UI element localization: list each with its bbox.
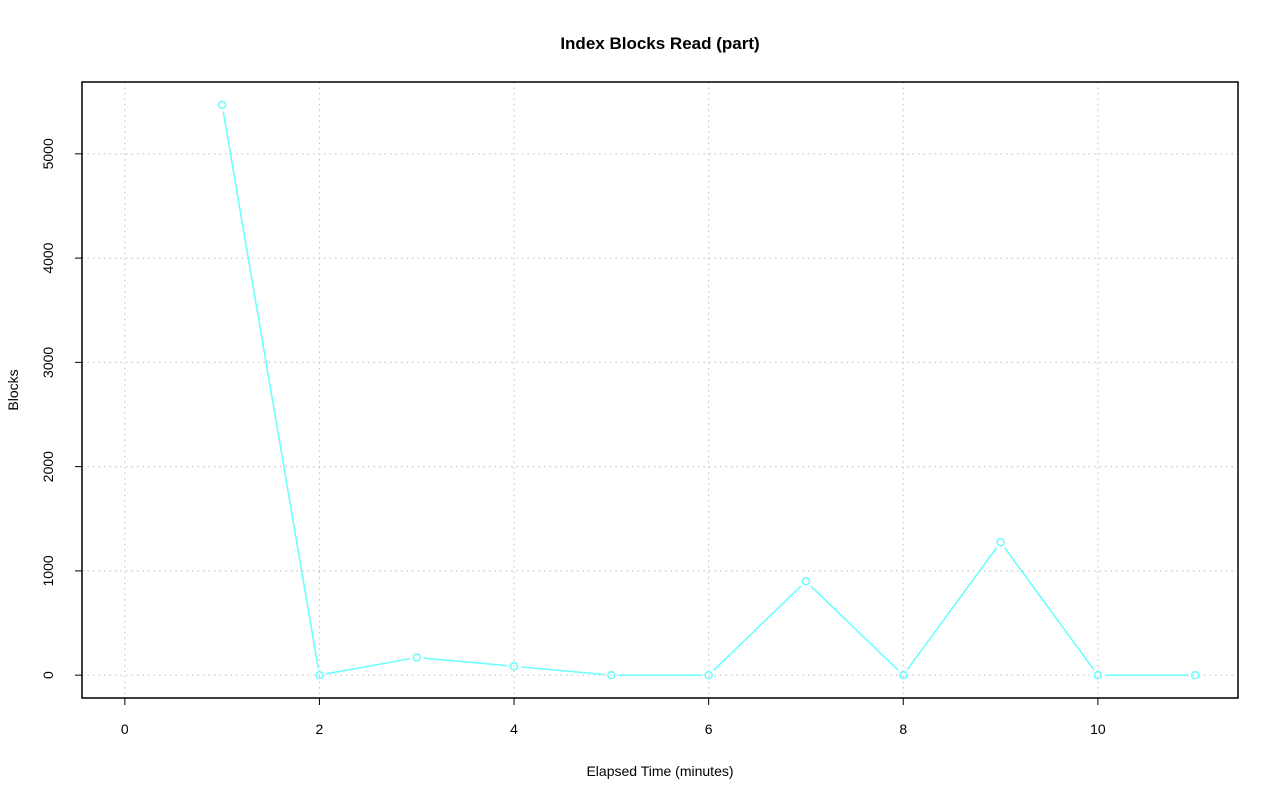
y-tick-label: 5000 [40,138,56,169]
y-tick-label: 4000 [40,242,56,273]
y-tick-label: 3000 [40,347,56,378]
y-tick-label: 0 [40,671,56,679]
data-point [899,670,908,680]
data-point [315,670,324,680]
data-point [1093,670,1103,680]
x-tick-label: 2 [316,721,324,737]
y-axis-label: Blocks [5,369,21,410]
data-point [217,100,227,110]
series-line-segment [906,547,998,670]
plot-frame [81,81,1239,699]
data-point [996,537,1005,547]
chart-title: Index Blocks Read (part) [560,34,759,53]
x-tick-label: 10 [1090,721,1106,737]
x-tick-label: 6 [705,721,713,737]
data-point [704,670,713,680]
data-point [412,653,421,662]
series-line-segment [520,666,605,676]
series-line-segment [222,111,319,669]
series-line-segment [1004,547,1095,670]
data-point [607,670,616,680]
data-point [509,662,519,671]
y-tick-label: 1000 [40,555,56,586]
x-tick-label: 8 [899,721,907,737]
x-tick-label: 4 [510,721,518,737]
series-line-segment [713,585,802,671]
x-axis-label: Elapsed Time (minutes) [586,763,733,779]
y-tick-label: 2000 [40,451,56,482]
data-point [1190,670,1200,680]
series-line-segment [810,585,899,671]
series-line-segment [423,657,508,667]
series-line-segment [326,657,410,675]
data-point [801,577,811,586]
x-tick-label: 0 [121,721,129,737]
